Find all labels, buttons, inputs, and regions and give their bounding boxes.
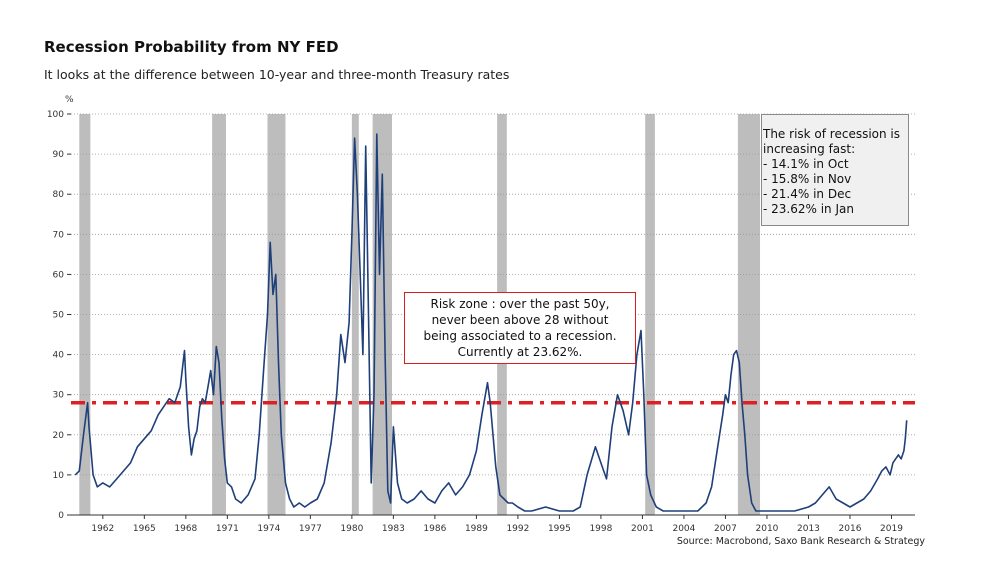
- probability-line: [74, 133, 908, 512]
- note-line: - 21.4% in Dec: [763, 187, 852, 201]
- axes: 0 10 20 30 40 50 60 70 80 90 100 1962 1965 1968 1971 19…: [47, 110, 915, 534]
- y-tick-label: 50: [53, 311, 65, 321]
- y-axis-unit: %: [65, 95, 74, 105]
- recession-band: [372, 114, 392, 515]
- y-tick-label: 80: [53, 190, 65, 200]
- x-tick-label: 1971: [216, 524, 239, 534]
- recession-band: [351, 114, 359, 515]
- x-tick-label: 1977: [299, 524, 322, 534]
- x-tick-label: 2007: [714, 524, 737, 534]
- risk-line: Currently at 23.62%.: [457, 345, 583, 359]
- y-tick-label: 0: [58, 511, 64, 521]
- x-tick-label: 1962: [91, 524, 114, 534]
- recession-band: [737, 114, 761, 515]
- chart-subtitle: It looks at the difference between 10-ye…: [44, 67, 510, 82]
- x-tick-label: 1980: [340, 524, 363, 534]
- x-tick-label: 1989: [465, 524, 488, 534]
- recession-risk-note: The risk of recession is increasing fast…: [761, 114, 909, 226]
- x-tick-label: 2019: [880, 524, 903, 534]
- x-tick-label: 2016: [839, 524, 862, 534]
- note-line: - 14.1% in Oct: [763, 157, 849, 171]
- x-tick-label: 1992: [506, 524, 529, 534]
- risk-line: Risk zone : over the past 50y,: [430, 297, 610, 311]
- x-tick-label: 1974: [257, 524, 280, 534]
- risk-line: being associated to a recession.: [423, 329, 617, 343]
- y-tick-label: 40: [53, 351, 65, 361]
- note-line: increasing fast:: [763, 142, 856, 156]
- note-line: - 15.8% in Nov: [763, 172, 852, 186]
- x-tick-label: 1998: [589, 524, 612, 534]
- y-tick-label: 60: [53, 270, 65, 280]
- x-tick-label: 1986: [423, 524, 446, 534]
- x-tick-label: 1965: [133, 524, 156, 534]
- y-tick-label: 70: [53, 230, 65, 240]
- note-line: The risk of recession is: [763, 127, 901, 141]
- y-tick-label: 30: [53, 391, 65, 401]
- x-tick-label: 1995: [548, 524, 571, 534]
- x-tick-label: 1983: [382, 524, 405, 534]
- recession-band: [212, 114, 226, 515]
- x-tick-label: 2001: [631, 524, 654, 534]
- series: [74, 133, 908, 512]
- y-tick-label: 10: [53, 471, 65, 481]
- note-line: - 23.62% in Jan: [763, 202, 854, 216]
- risk-line: never been above 28 without: [431, 313, 609, 327]
- recession-band: [79, 114, 91, 515]
- x-tick-label: 1968: [174, 524, 197, 534]
- y-tick-label: 100: [47, 110, 64, 120]
- source-note: Source: Macrobond, Saxo Bank Research & …: [676, 536, 925, 547]
- risk-zone-annotation: Risk zone : over the past 50y, never bee…: [404, 292, 636, 364]
- y-tick-label: 20: [53, 431, 65, 441]
- x-tick-label: 2010: [756, 524, 779, 534]
- y-tick-label: 90: [53, 150, 65, 160]
- x-tick-label: 2004: [672, 524, 695, 534]
- x-tick-label: 2013: [797, 524, 820, 534]
- chart-title: Recession Probability from NY FED: [44, 38, 339, 56]
